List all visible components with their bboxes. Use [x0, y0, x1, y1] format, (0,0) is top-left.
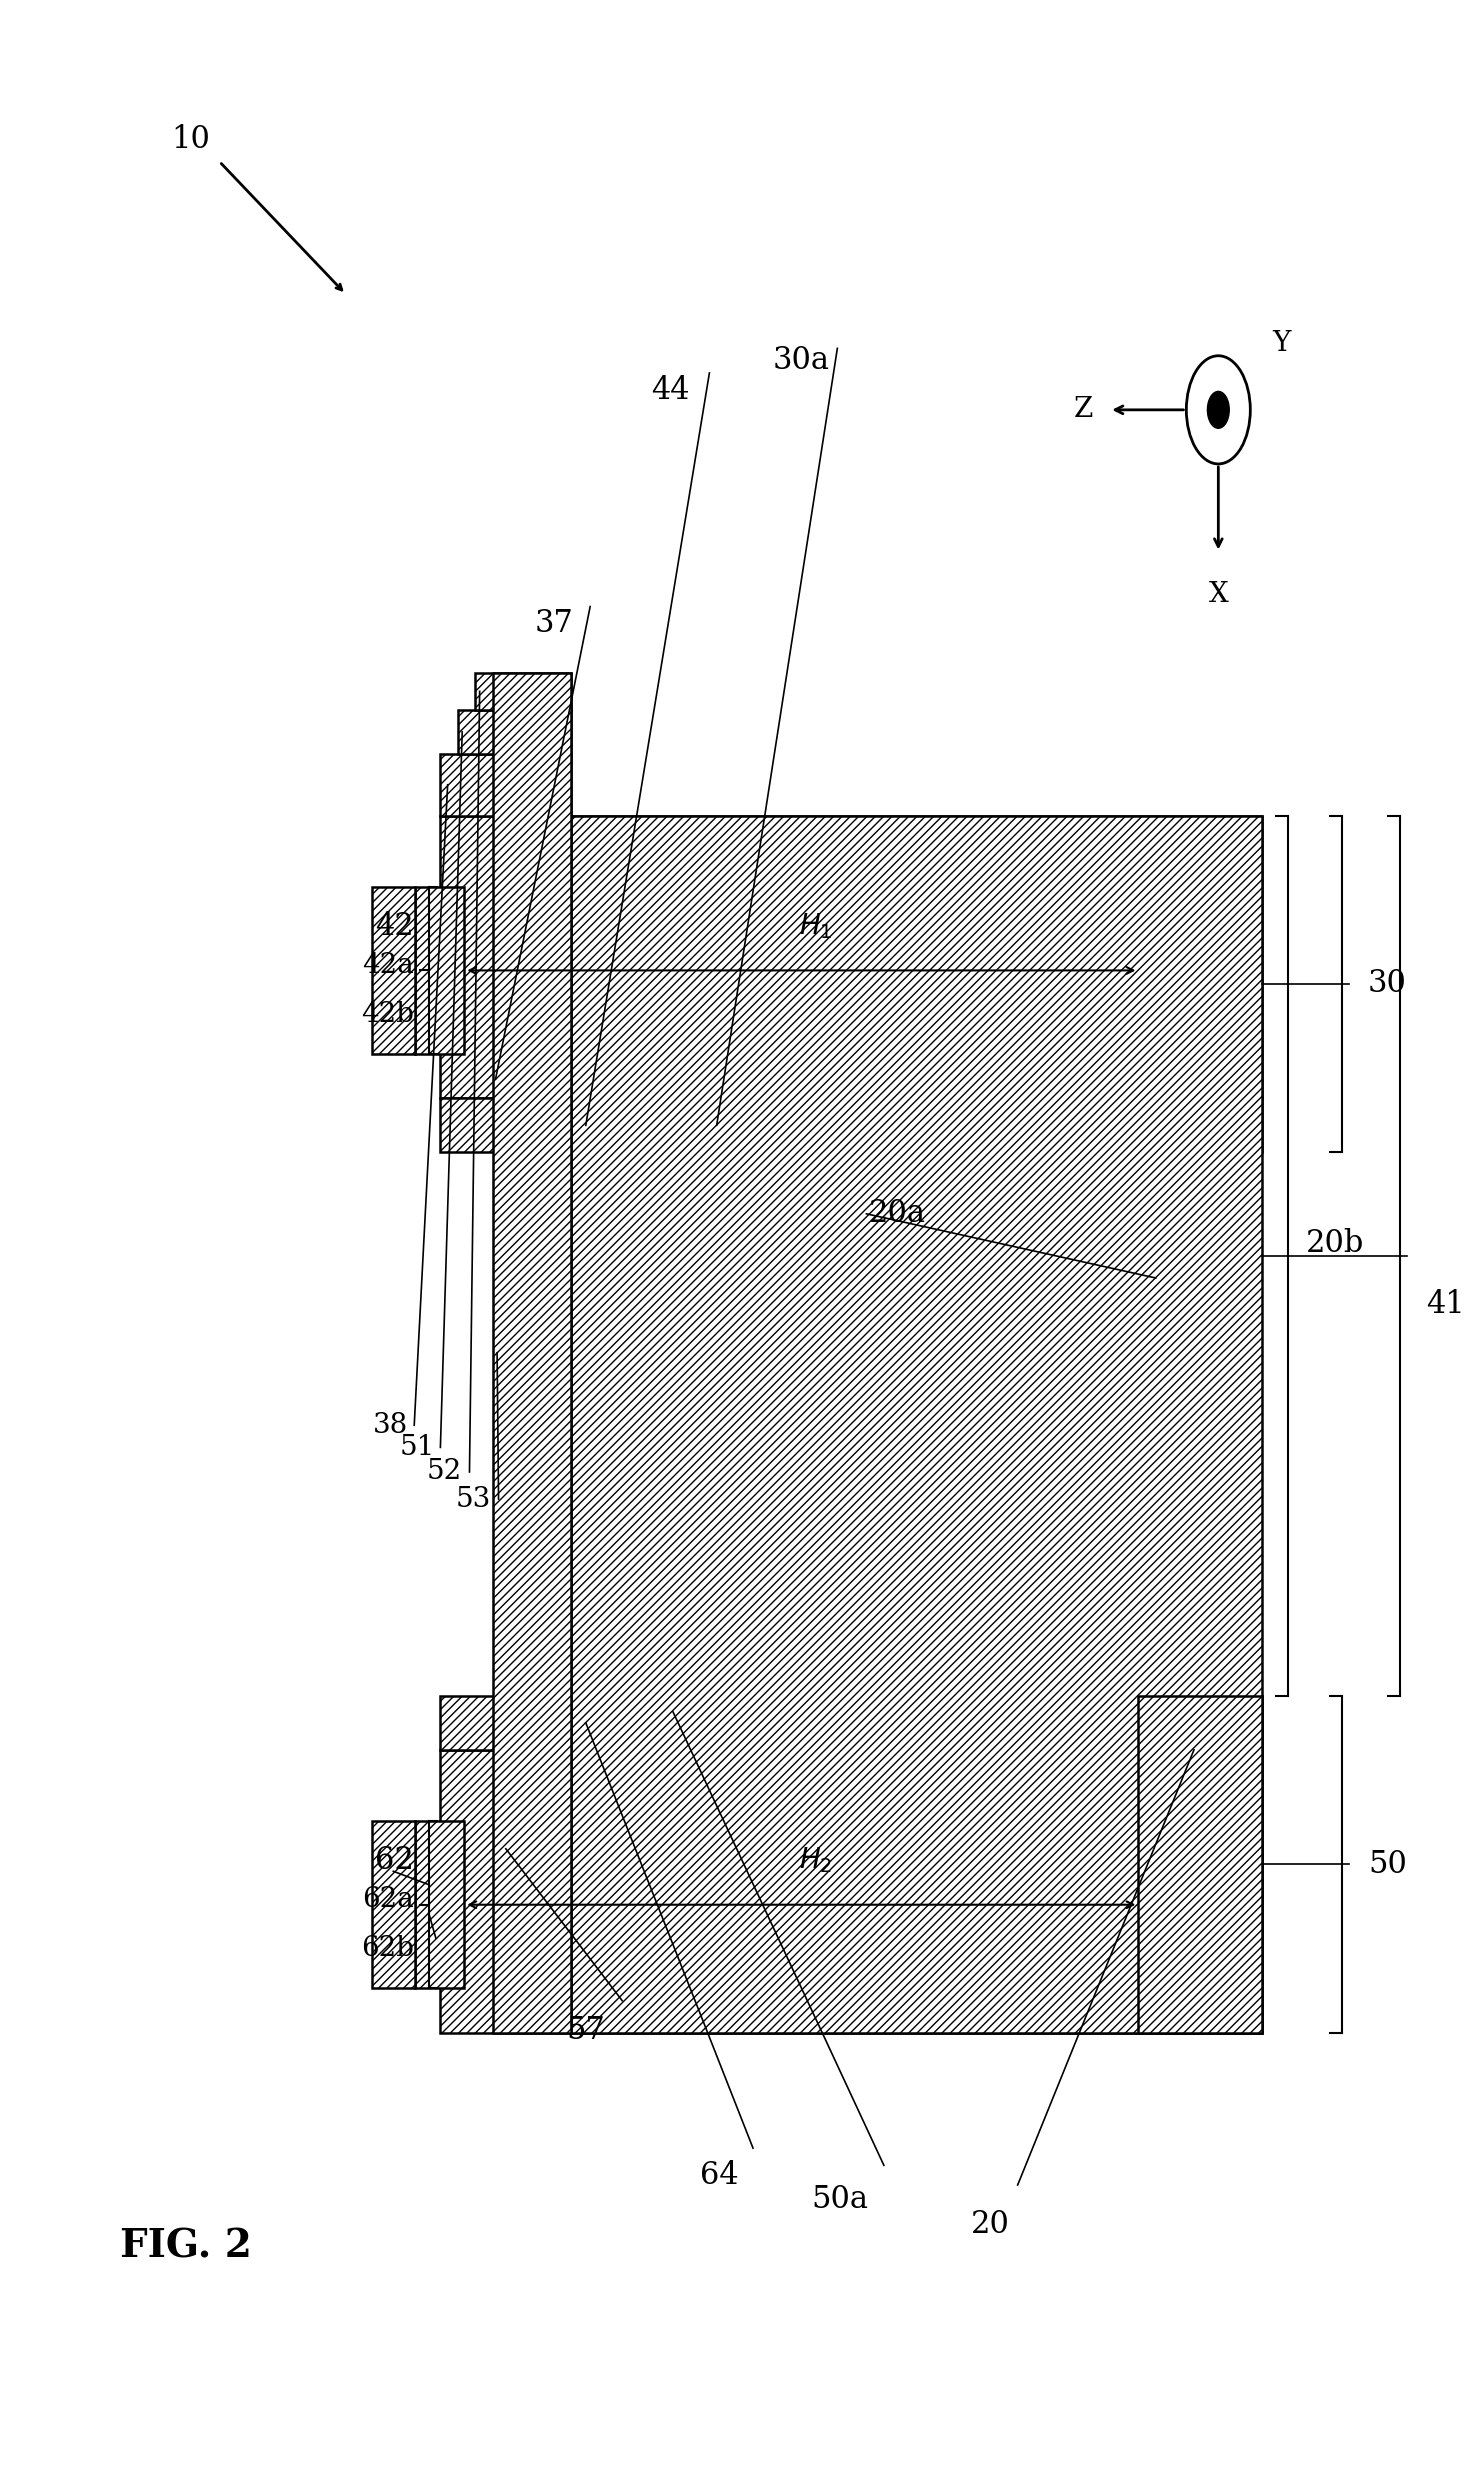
Text: 62b: 62b: [362, 1937, 415, 1961]
Text: 53: 53: [456, 1485, 492, 1512]
Bar: [372, 1821, 415, 1988]
Text: 62: 62: [375, 1845, 415, 1875]
Bar: [493, 673, 571, 2033]
Text: 30a: 30a: [772, 345, 830, 375]
Bar: [440, 755, 571, 817]
Bar: [440, 1749, 1262, 2033]
Text: 41: 41: [1426, 1290, 1466, 1320]
Text: 42: 42: [375, 910, 415, 942]
Text: 38: 38: [373, 1411, 409, 1438]
Text: Z: Z: [1073, 397, 1092, 424]
Bar: [415, 1821, 465, 1988]
Text: 50a: 50a: [812, 2183, 869, 2215]
Circle shape: [1207, 392, 1230, 429]
Text: 37: 37: [534, 609, 573, 639]
Text: 64: 64: [700, 2159, 739, 2191]
Text: 42a: 42a: [363, 952, 415, 979]
Text: 52: 52: [427, 1458, 462, 1485]
Text: 51: 51: [399, 1433, 434, 1460]
Bar: [372, 886, 415, 1053]
Text: $H_2$: $H_2$: [800, 1845, 832, 1875]
Text: 20: 20: [971, 2208, 1010, 2240]
Text: X: X: [1209, 580, 1228, 607]
Text: 20a: 20a: [869, 1199, 927, 1229]
Bar: [440, 817, 1262, 1098]
Text: 42b: 42b: [362, 1002, 415, 1029]
Bar: [1138, 1695, 1262, 2033]
Text: 50: 50: [1368, 1848, 1407, 1880]
Bar: [571, 817, 1262, 2033]
Text: 62a: 62a: [363, 1887, 415, 1914]
Bar: [440, 1098, 1262, 1152]
Bar: [440, 1695, 1262, 1749]
Text: 10: 10: [171, 123, 210, 155]
Text: 44: 44: [651, 375, 689, 405]
Bar: [415, 886, 465, 1053]
Text: 20b: 20b: [1306, 1229, 1364, 1258]
Text: $H_1$: $H_1$: [799, 910, 832, 940]
Text: 30: 30: [1368, 970, 1407, 999]
Bar: [475, 673, 571, 710]
Bar: [458, 710, 571, 755]
Text: 57: 57: [567, 2016, 605, 2045]
Text: FIG. 2: FIG. 2: [121, 2228, 252, 2265]
Text: Y: Y: [1272, 331, 1290, 358]
